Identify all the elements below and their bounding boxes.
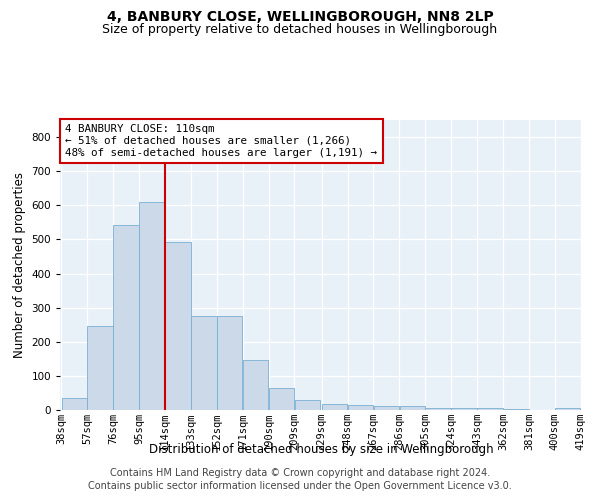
Bar (165, 242, 191, 410)
Bar (477, 408, 503, 410)
Text: 4, BANBURY CLOSE, WELLINGBOROUGH, NN8 2LP: 4, BANBURY CLOSE, WELLINGBOROUGH, NN8 2L… (107, 10, 493, 24)
Bar (348, 405, 373, 410)
Bar (503, 409, 529, 410)
Bar (113, 224, 139, 410)
Text: Size of property relative to detached houses in Wellingborough: Size of property relative to detached ho… (103, 22, 497, 36)
Text: Distribution of detached houses by size in Wellingborough: Distribution of detached houses by size … (149, 442, 493, 456)
Bar (425, 408, 451, 410)
Bar (217, 316, 242, 410)
Text: Contains HM Land Registry data © Crown copyright and database right 2024.: Contains HM Land Registry data © Crown c… (110, 468, 490, 477)
Bar (555, 408, 580, 410)
Text: Contains public sector information licensed under the Open Government Licence v3: Contains public sector information licen… (88, 481, 512, 491)
Bar (451, 408, 477, 410)
Bar (88, 326, 113, 410)
Bar (269, 388, 294, 410)
Y-axis label: Number of detached properties: Number of detached properties (13, 172, 26, 358)
Bar (322, 404, 347, 410)
Bar (295, 400, 320, 410)
Bar (191, 316, 217, 410)
Bar (139, 202, 165, 410)
Bar (62, 398, 87, 410)
Text: 4 BANBURY CLOSE: 110sqm
← 51% of detached houses are smaller (1,266)
48% of semi: 4 BANBURY CLOSE: 110sqm ← 51% of detache… (65, 124, 377, 158)
Bar (243, 360, 268, 410)
Bar (374, 406, 399, 410)
Bar (400, 406, 425, 410)
